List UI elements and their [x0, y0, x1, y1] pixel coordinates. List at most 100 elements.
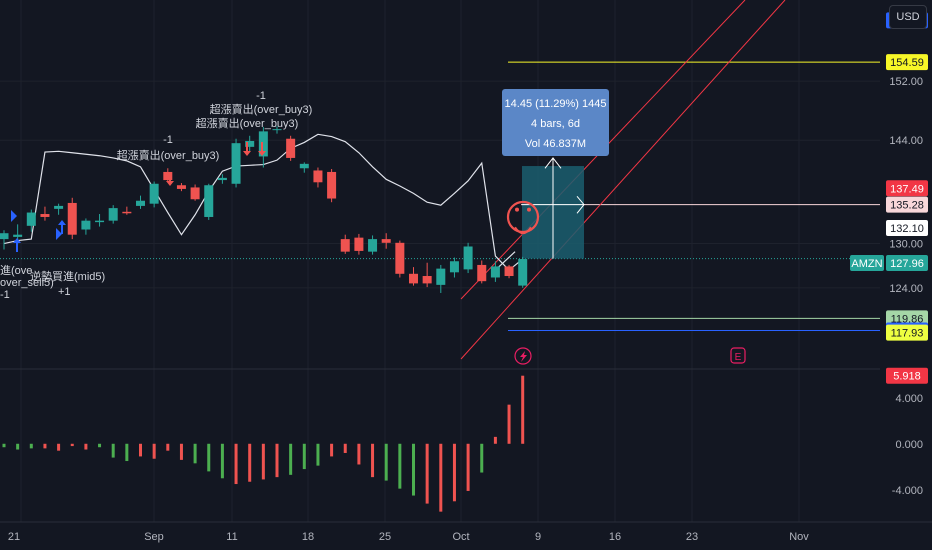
grid: [0, 0, 880, 522]
measure-tool[interactable]: [506, 157, 585, 259]
candle: [54, 203, 64, 215]
histogram-bar: [179, 443, 183, 460]
event-markers[interactable]: E: [514, 347, 746, 365]
candle-body: [504, 266, 514, 277]
trend-channel[interactable]: [460, 0, 786, 360]
price-tag-bg: [886, 180, 928, 197]
histogram-bar: [152, 443, 156, 459]
smiley-icon: [506, 200, 540, 235]
candle: [504, 264, 514, 279]
price-tag: 117.93: [886, 324, 928, 341]
candle-body: [449, 261, 459, 273]
histogram-bar: [507, 404, 511, 444]
candle: [26, 209, 36, 232]
candle: [67, 197, 77, 240]
histogram-bar: [43, 443, 47, 449]
smiley-mouth: [514, 226, 532, 235]
candle-body: [176, 185, 186, 189]
candle-body: [95, 220, 105, 223]
candle: [490, 261, 500, 282]
candle-body: [286, 138, 296, 158]
histogram-bar: [493, 436, 497, 444]
candlestick-series: [0, 126, 528, 293]
candle-body: [67, 202, 77, 235]
measure-arrow-head-right: [576, 195, 585, 214]
candle: [217, 174, 227, 184]
candle: [381, 233, 391, 249]
dividend-marker-letter: E: [735, 352, 742, 363]
price-tag-bg: [886, 196, 928, 213]
histogram-bar: [248, 443, 252, 482]
buy-label-2: over_sell5): [0, 277, 54, 289]
oscillator-axis[interactable]: 4.000 0.000 -4.000 5.918: [886, 367, 928, 497]
sell-a-count: -1: [163, 134, 173, 146]
price-axis[interactable]: 152.00 144.00 130.00 124.00: [889, 76, 923, 295]
candle-body: [258, 131, 268, 157]
last-price-tag-bg: [886, 255, 928, 271]
price-tag: 119.86: [886, 310, 928, 327]
candle-body: [327, 171, 337, 199]
histogram-bar: [521, 375, 525, 444]
osc-value-tag-bg: [886, 367, 928, 384]
measure-change: 14.45 (11.29%) 1445: [504, 98, 607, 110]
histogram-bar: [466, 443, 470, 491]
sell-arrow-icon: [166, 172, 174, 186]
histogram-bar: [302, 443, 306, 470]
histogram-bar: [275, 443, 279, 478]
histogram-bar: [70, 443, 74, 447]
time-tick-label: 18: [302, 531, 314, 543]
candle-body: [163, 171, 173, 181]
sell-arrow-icon: [258, 142, 266, 156]
histogram-bar: [384, 443, 388, 481]
smiley-eye-left: [515, 207, 519, 212]
candle: [40, 206, 50, 221]
candle-body: [122, 211, 132, 214]
histogram-bar: [84, 443, 88, 450]
candle-body: [477, 264, 487, 282]
price-tag: 154.59: [886, 54, 928, 71]
candle-body: [81, 220, 91, 230]
histogram-bar: [57, 443, 61, 451]
measure-arrow-head-up: [544, 157, 562, 169]
candle-body: [436, 268, 446, 285]
last-price-tag: 127.96: [890, 258, 924, 270]
histogram-bar: [357, 443, 361, 465]
candle-body: [354, 237, 364, 251]
price-tag-bg: [886, 324, 928, 341]
price-tag-bg: [886, 310, 928, 327]
histogram-bar: [111, 443, 115, 458]
candle-body: [13, 234, 23, 237]
candle: [286, 135, 296, 161]
axes: [0, 368, 932, 523]
horizontal-lines: [0, 61, 880, 332]
symbol-tag-name: AMZN: [851, 258, 882, 270]
candle: [163, 168, 173, 183]
time-tick-label: Nov: [789, 531, 809, 543]
price-tag-bg: [886, 220, 928, 237]
price-tag-text: 119.86: [891, 313, 924, 325]
time-tick-label: 23: [686, 531, 698, 543]
price-tick-label: 152.00: [889, 76, 923, 88]
histogram-bar: [125, 443, 129, 462]
earnings-marker[interactable]: [514, 347, 532, 365]
candle: [477, 260, 487, 284]
histogram-bar: [452, 443, 456, 502]
buy-label-3: 逆勢買進(mid5): [30, 269, 105, 283]
time-axis[interactable]: 21 Sep 11 18 25 Oct 9 16 23 Nov: [8, 531, 809, 543]
sell-b-label-1: 超漲賣出(over_buy3): [210, 102, 313, 116]
currency-button[interactable]: USD: [889, 5, 927, 29]
candle: [122, 206, 132, 215]
time-tick-label: 16: [609, 531, 621, 543]
candle-body: [190, 187, 200, 200]
histogram-bar: [193, 443, 197, 464]
osc-tick-label: 0.000: [895, 439, 923, 451]
dividend-marker[interactable]: [730, 347, 746, 364]
histogram-bar: [29, 443, 33, 449]
candle: [204, 183, 214, 220]
candle-body: [231, 143, 241, 184]
candle-body: [422, 276, 432, 284]
time-tick-label: Oct: [452, 531, 469, 543]
candle-body: [0, 233, 9, 240]
histogram-bar: [425, 443, 429, 504]
